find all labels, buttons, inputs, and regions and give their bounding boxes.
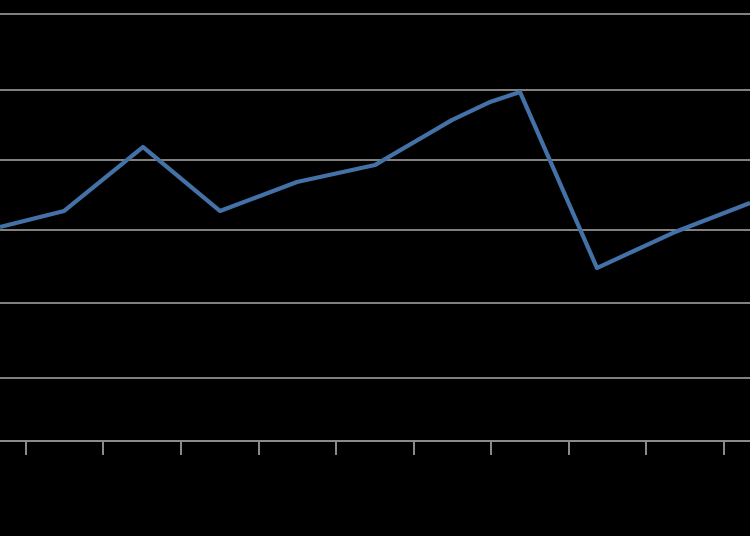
series-line-1 — [0, 89, 750, 271]
plot-area — [0, 89, 750, 271]
x-axis-tick-marks — [24, 441, 726, 455]
